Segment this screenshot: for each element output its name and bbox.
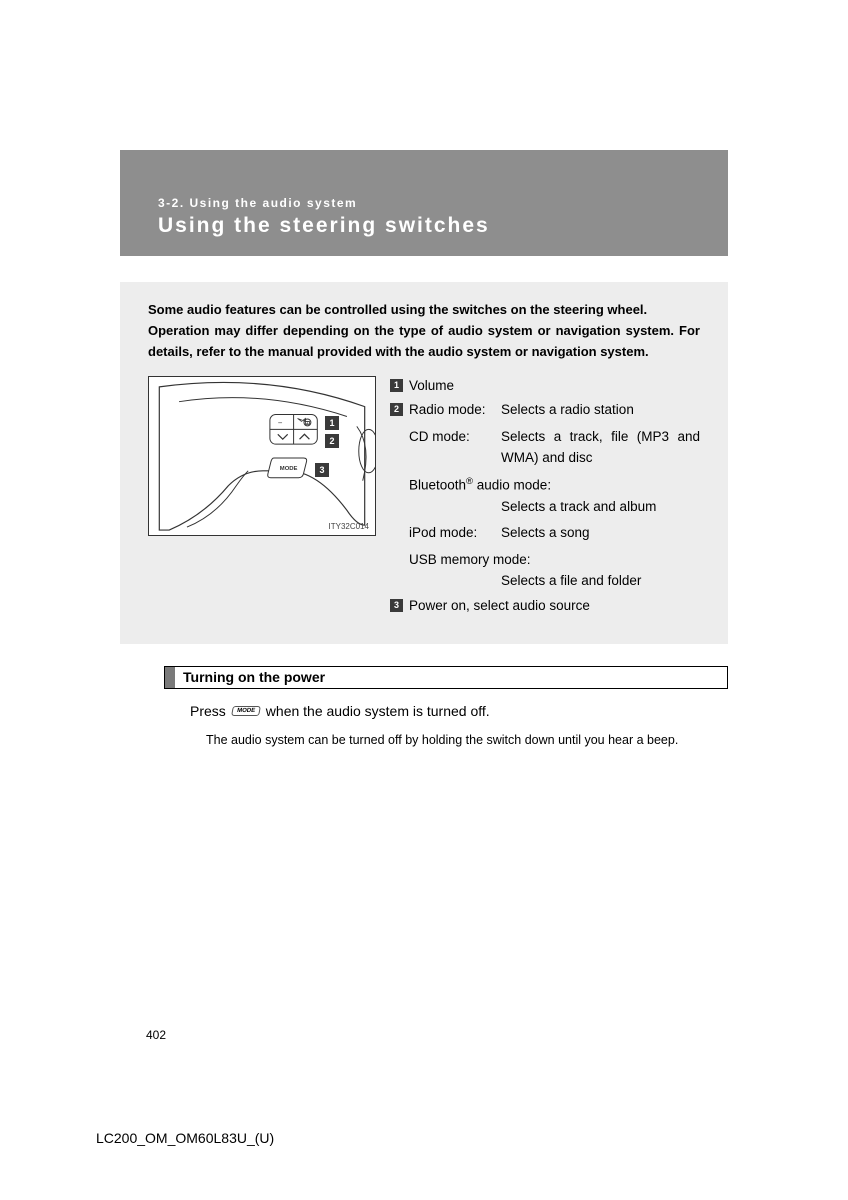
diagram-callout-2: 2 [325, 434, 339, 448]
section-heading-bar: Turning on the power [164, 666, 728, 689]
registered-icon: ® [466, 476, 473, 487]
header-band: 3-2. Using the audio system Using the st… [120, 150, 728, 256]
radio-mode-desc: Selects a radio station [501, 400, 700, 421]
press-instruction: Press MODE when the audio system is turn… [190, 703, 728, 719]
radio-mode-label: Radio mode: [409, 400, 501, 421]
legend-item-3: Power on, select audio source [409, 596, 700, 617]
usb-mode-label: USB memory mode: [409, 550, 700, 571]
page-number: 402 [146, 1028, 166, 1042]
intro-paragraph-1: Some audio features can be controlled us… [148, 300, 700, 321]
mode-button-icon: MODE [231, 706, 261, 716]
usb-mode-desc: Selects a file and folder [409, 571, 700, 592]
steering-diagram: − + MODE 1 2 3 ITY32C014 [148, 376, 376, 536]
legend-column: 1 Volume 2 Radio mode: Selects a radio s… [390, 376, 700, 620]
page-title: Using the steering switches [158, 214, 700, 238]
svg-text:−: − [278, 419, 283, 428]
intro-paragraph-2: Operation may differ depending on the ty… [148, 321, 700, 363]
svg-text:MODE: MODE [280, 466, 298, 472]
document-code: LC200_OM_OM60L83U_(U) [96, 1130, 274, 1146]
legend-item-1: Volume [409, 376, 700, 397]
turn-off-note: The audio system can be turned off by ho… [206, 731, 700, 750]
legend-badge-2: 2 [390, 403, 403, 416]
cd-mode-label: CD mode: [409, 427, 501, 469]
svg-text:+: + [305, 421, 309, 427]
press-word: Press [190, 703, 226, 719]
steering-wheel-illustration: − + MODE [149, 377, 375, 535]
legend-badge-3: 3 [390, 599, 403, 612]
bt-mode-label-2: audio mode: [473, 478, 551, 493]
ipod-mode-label: iPod mode: [409, 523, 501, 544]
diagram-callout-1: 1 [325, 416, 339, 430]
press-tail: when the audio system is turned off. [266, 703, 490, 719]
bt-mode-desc: Selects a track and album [409, 497, 700, 518]
intro-box: Some audio features can be controlled us… [120, 282, 728, 644]
section-label: 3-2. Using the audio system [158, 196, 700, 210]
section-heading-text: Turning on the power [175, 667, 333, 688]
cd-mode-desc: Selects a track, file (MP3 and WMA) and … [501, 427, 700, 469]
diagram-code: ITY32C014 [329, 522, 369, 531]
diagram-callout-3: 3 [315, 463, 329, 477]
bt-mode-label-1: Bluetooth [409, 478, 466, 493]
section-bar-tab [165, 667, 175, 688]
ipod-mode-desc: Selects a song [501, 523, 700, 544]
legend-badge-1: 1 [390, 379, 403, 392]
